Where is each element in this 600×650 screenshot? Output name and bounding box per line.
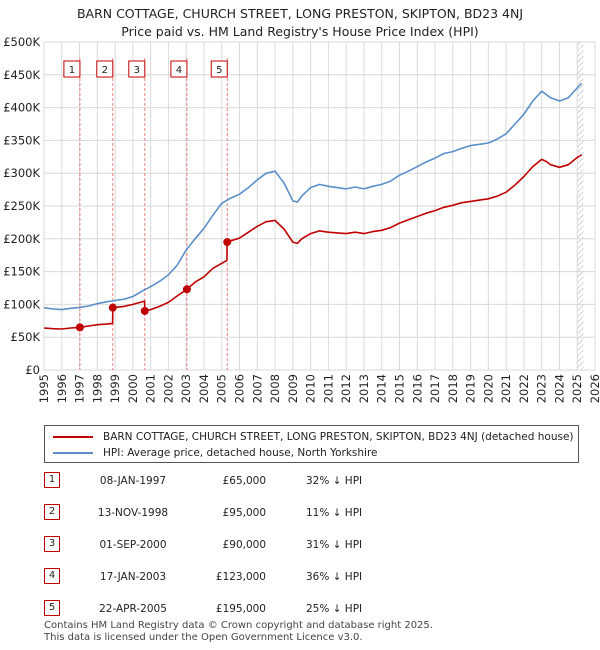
transaction-date: 22-APR-2005 (99, 603, 167, 615)
x-tick-label: 2006 (233, 374, 247, 403)
x-tick-label: 1996 (55, 374, 69, 403)
hpi-series-line (43, 82, 583, 311)
transaction-row: 5 22-APR-2005 £195,000 25% ↓ HPI (44, 599, 474, 619)
transaction-badge: 4 (44, 568, 60, 584)
transaction-price: £65,000 (222, 475, 266, 487)
legend-label-hpi: HPI: Average price, detached house, Nort… (103, 447, 378, 459)
x-tick-label: 1995 (37, 374, 51, 403)
legend-swatch-property (53, 436, 93, 438)
sale-point (223, 238, 232, 247)
transaction-date: 13-NOV-1998 (97, 507, 169, 519)
chart-title-line1: BARN COTTAGE, CHURCH STREET, LONG PRESTO… (76, 6, 524, 21)
sale-badge (96, 60, 114, 78)
x-tick-label: 2002 (161, 374, 175, 403)
transaction-hpi-diff: 36% ↓ HPI (306, 571, 363, 583)
y-tick-label: £400K (3, 101, 40, 115)
x-tick-label: 2025 (570, 374, 584, 403)
legend: BARN COTTAGE, CHURCH STREET, LONG PRESTO… (44, 425, 579, 463)
y-tick-label: £500K (3, 35, 40, 49)
transaction-date: 17-JAN-2003 (99, 571, 167, 583)
transaction-hpi-diff: 31% ↓ HPI (306, 539, 363, 551)
x-tick-label: 2023 (535, 374, 549, 403)
x-tick-label: 2011 (321, 374, 335, 403)
transaction-badge: 2 (44, 504, 60, 520)
x-tick-label: 2010 (304, 374, 318, 403)
sale-badge (170, 60, 188, 78)
x-tick-label: 2008 (268, 374, 282, 403)
sale-point (75, 323, 84, 332)
x-tick-label: 2015 (392, 374, 406, 403)
x-tick-label: 2018 (446, 374, 460, 403)
transaction-badge: 3 (44, 536, 60, 552)
y-tick-label: £200K (3, 232, 40, 246)
x-tick-label: 2016 (410, 374, 424, 403)
footer-copyright: Contains HM Land Registry data © Crown c… (44, 620, 433, 631)
y-tick-label: £350K (3, 133, 40, 147)
chart-title-line2: Price paid vs. HM Land Registry's House … (121, 24, 479, 39)
transaction-row: 1 08-JAN-1997 £65,000 32% ↓ HPI (44, 471, 474, 491)
sale-badge-label: 2 (102, 65, 108, 76)
x-tick-label: 2007 (250, 374, 264, 403)
transaction-hpi-diff: 32% ↓ HPI (306, 475, 363, 487)
x-tick-label: 2001 (144, 374, 158, 403)
footer: Contains HM Land Registry data © Crown c… (44, 620, 433, 643)
sale-point (182, 285, 191, 294)
transaction-badge: 5 (44, 600, 60, 616)
chart-title: BARN COTTAGE, CHURCH STREET, LONG PRESTO… (0, 5, 600, 41)
x-tick-label: 2019 (464, 374, 478, 403)
transaction-price: £90,000 (222, 539, 266, 551)
transaction-price: £95,000 (222, 507, 266, 519)
legend-label-property: BARN COTTAGE, CHURCH STREET, LONG PRESTO… (103, 431, 574, 443)
x-tick-label: 2009 (286, 374, 300, 403)
x-tick-label: 1999 (108, 374, 122, 403)
transaction-badge: 1 (44, 472, 60, 488)
x-tick-label: 2020 (481, 374, 495, 403)
legend-swatch-hpi (53, 452, 93, 454)
x-tick-label: 1997 (73, 374, 87, 403)
sale-badge (128, 60, 146, 78)
legend-item-hpi: HPI: Average price, detached house, Nort… (53, 445, 378, 461)
x-tick-label: 2012 (339, 374, 353, 403)
sale-badge-label: 4 (176, 65, 182, 76)
x-tick-label: 1998 (90, 374, 104, 403)
legend-item-property: BARN COTTAGE, CHURCH STREET, LONG PRESTO… (53, 429, 574, 445)
sale-point (140, 306, 149, 315)
transaction-row: 4 17-JAN-2003 £123,000 36% ↓ HPI (44, 567, 474, 587)
transaction-price: £195,000 (215, 603, 266, 615)
y-tick-label: £300K (3, 166, 40, 180)
transaction-row: 3 01-SEP-2000 £90,000 31% ↓ HPI (44, 535, 474, 555)
transaction-date: 08-JAN-1997 (99, 475, 167, 487)
sale-badge (63, 60, 81, 78)
transaction-row: 2 13-NOV-1998 £95,000 11% ↓ HPI (44, 503, 474, 523)
x-tick-label: 2005 (215, 374, 229, 403)
sale-badge-label: 5 (216, 65, 222, 76)
y-tick-label: £450K (3, 68, 40, 82)
x-tick-label: 2014 (375, 374, 389, 403)
x-tick-label: 2026 (588, 374, 600, 403)
y-tick-label: £50K (11, 330, 41, 344)
sale-point (108, 303, 117, 312)
transaction-hpi-diff: 11% ↓ HPI (306, 507, 363, 519)
x-tick-label: 2024 (552, 374, 566, 403)
x-tick-label: 2013 (357, 374, 371, 403)
y-tick-label: £0 (25, 363, 40, 377)
y-tick-label: £100K (3, 297, 40, 311)
transaction-hpi-diff: 25% ↓ HPI (306, 603, 363, 615)
y-tick-label: £250K (3, 199, 40, 213)
x-tick-label: 2021 (499, 374, 513, 403)
x-tick-label: 2000 (126, 374, 140, 403)
sale-badge-label: 1 (69, 65, 75, 76)
footer-licence: This data is licensed under the Open Gov… (44, 631, 363, 643)
x-tick-label: 2003 (179, 374, 193, 403)
transaction-price: £123,000 (215, 571, 266, 583)
property-series-line (43, 154, 583, 330)
transaction-date: 01-SEP-2000 (99, 539, 167, 551)
price-chart: £0 £50K £100K £150K £200K £250K £300K £350K £400… (3, 35, 600, 403)
x-tick-label: 2004 (197, 374, 211, 403)
x-tick-label: 2017 (428, 374, 442, 403)
x-tick-label: 2022 (517, 374, 531, 403)
y-tick-label: £150K (3, 265, 40, 279)
sale-badge-label: 3 (134, 65, 140, 76)
sale-badge (210, 60, 228, 78)
